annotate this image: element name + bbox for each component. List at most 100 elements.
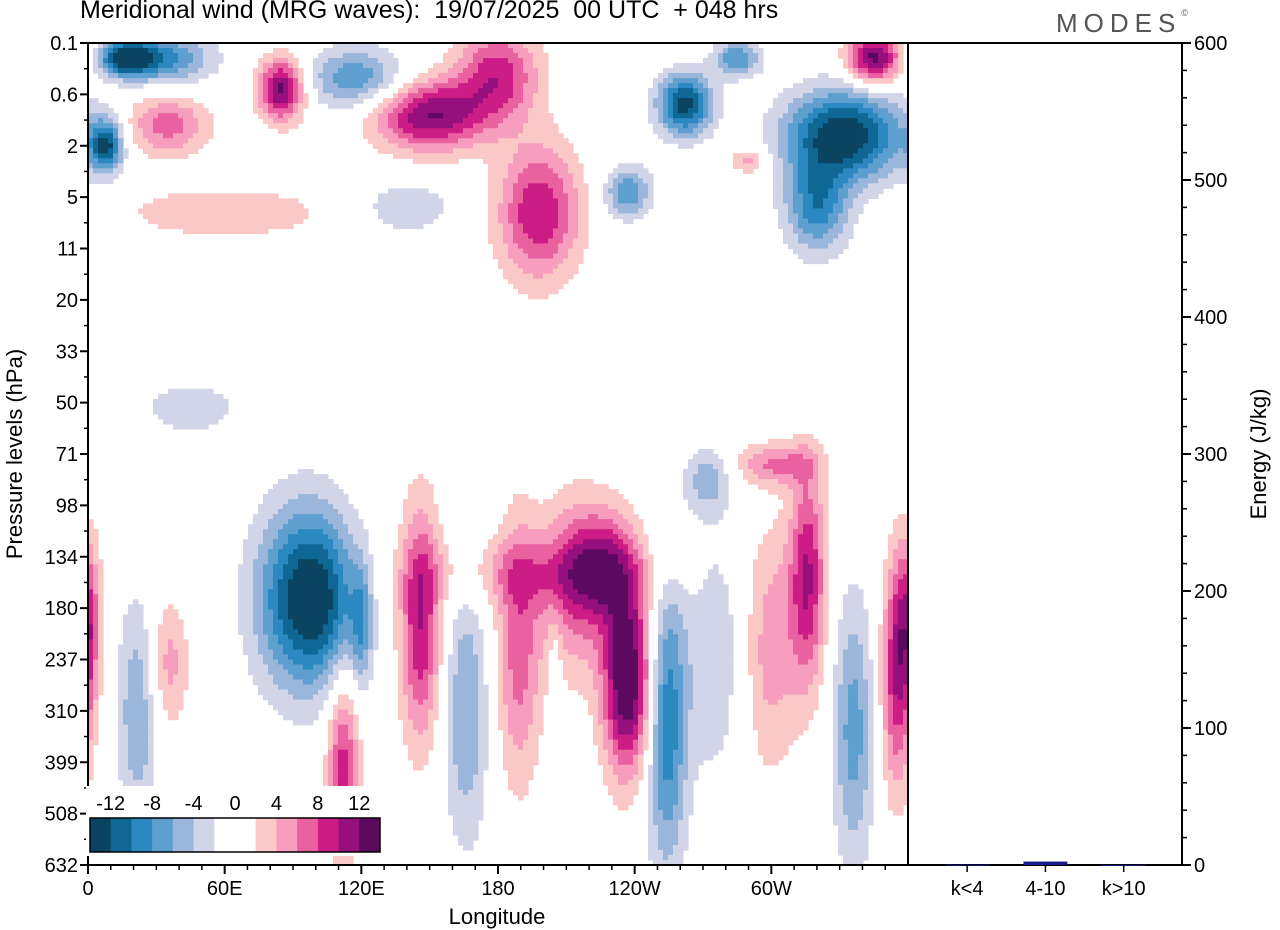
field-cell xyxy=(883,684,889,691)
field-cell xyxy=(158,664,164,671)
field-cell xyxy=(778,143,789,149)
field-cell xyxy=(898,644,908,651)
field-cell xyxy=(253,594,264,600)
field-cell xyxy=(358,93,374,99)
field-cell xyxy=(533,273,544,280)
longitude-tick-label: 120E xyxy=(338,878,385,900)
field-cell xyxy=(903,719,908,726)
field-cell xyxy=(663,659,679,666)
field-cell xyxy=(788,484,804,490)
field-cell xyxy=(663,759,674,766)
field-cell xyxy=(893,624,908,631)
field-cell xyxy=(813,98,869,104)
field-cell xyxy=(258,549,269,555)
field-cell xyxy=(503,764,534,771)
field-cell xyxy=(653,729,659,736)
field-cell xyxy=(398,93,409,99)
field-cell xyxy=(518,288,559,295)
field-cell xyxy=(903,594,908,600)
field-cell xyxy=(753,469,774,475)
field-cell xyxy=(768,148,779,154)
field-cell xyxy=(568,594,589,600)
field-cell xyxy=(468,789,484,796)
field-cell xyxy=(133,123,139,129)
field-cell xyxy=(753,584,769,590)
field-cell xyxy=(448,133,474,139)
field-cell xyxy=(608,188,619,194)
field-cell xyxy=(328,609,339,615)
field-cell xyxy=(663,714,679,721)
field-cell xyxy=(643,654,649,661)
field-cell xyxy=(478,694,489,701)
field-cell xyxy=(133,138,149,144)
field-cell xyxy=(693,694,729,701)
field-cell xyxy=(643,579,649,585)
field-cell xyxy=(408,103,419,109)
field-cell xyxy=(798,233,814,240)
field-cell xyxy=(188,73,209,79)
field-cell xyxy=(593,644,604,651)
field-cell xyxy=(353,764,359,771)
field-cell xyxy=(818,73,829,79)
field-cell xyxy=(423,669,434,676)
field-cell xyxy=(673,804,684,811)
field-cell xyxy=(413,479,429,485)
field-cell xyxy=(573,599,599,605)
field-cell xyxy=(898,599,908,605)
field-cell xyxy=(508,639,534,646)
field-cell xyxy=(593,724,604,731)
field-cell xyxy=(743,469,754,475)
field-cell xyxy=(328,549,339,555)
field-cell xyxy=(793,499,804,505)
field-cell xyxy=(853,68,859,74)
field-cell xyxy=(323,644,334,651)
field-cell xyxy=(888,173,908,179)
field-cell xyxy=(688,709,729,716)
field-cell xyxy=(538,589,554,595)
field-cell xyxy=(398,133,414,139)
field-cell xyxy=(403,509,419,515)
field-cell xyxy=(188,63,204,69)
field-cell xyxy=(98,654,104,661)
field-cell xyxy=(833,724,839,731)
field-cell xyxy=(418,73,439,79)
field-cell xyxy=(768,459,814,465)
field-cell xyxy=(898,639,908,646)
field-cell xyxy=(563,529,579,535)
field-cell xyxy=(633,759,639,766)
field-cell xyxy=(893,48,899,54)
field-cell xyxy=(878,103,899,109)
field-cell xyxy=(163,694,184,701)
field-cell xyxy=(648,564,654,570)
field-cell xyxy=(328,764,334,771)
field-cell xyxy=(143,684,149,691)
field-cell xyxy=(453,123,474,129)
field-cell xyxy=(663,609,679,615)
field-cell xyxy=(338,724,349,731)
field-cell xyxy=(693,474,719,480)
field-cell xyxy=(888,539,899,545)
field-cell xyxy=(398,118,409,124)
field-cell xyxy=(118,699,124,706)
field-cell xyxy=(593,739,604,746)
field-cell xyxy=(498,679,504,686)
field-cell xyxy=(333,669,339,676)
field-cell xyxy=(658,694,664,701)
field-cell xyxy=(318,494,349,500)
field-cell xyxy=(278,589,289,595)
field-cell xyxy=(703,128,714,134)
field-cell xyxy=(398,659,404,666)
field-cell xyxy=(433,589,439,595)
field-cell xyxy=(513,108,529,114)
field-cell xyxy=(93,53,99,59)
field-cell xyxy=(513,499,539,505)
field-cell xyxy=(848,43,854,49)
field-cell xyxy=(178,53,194,59)
field-cell xyxy=(638,719,644,726)
field-cell xyxy=(523,228,554,235)
field-cell xyxy=(328,519,344,525)
field-cell xyxy=(363,669,374,676)
field-cell xyxy=(328,619,334,626)
field-cell xyxy=(688,639,734,646)
field-cell xyxy=(633,634,639,641)
